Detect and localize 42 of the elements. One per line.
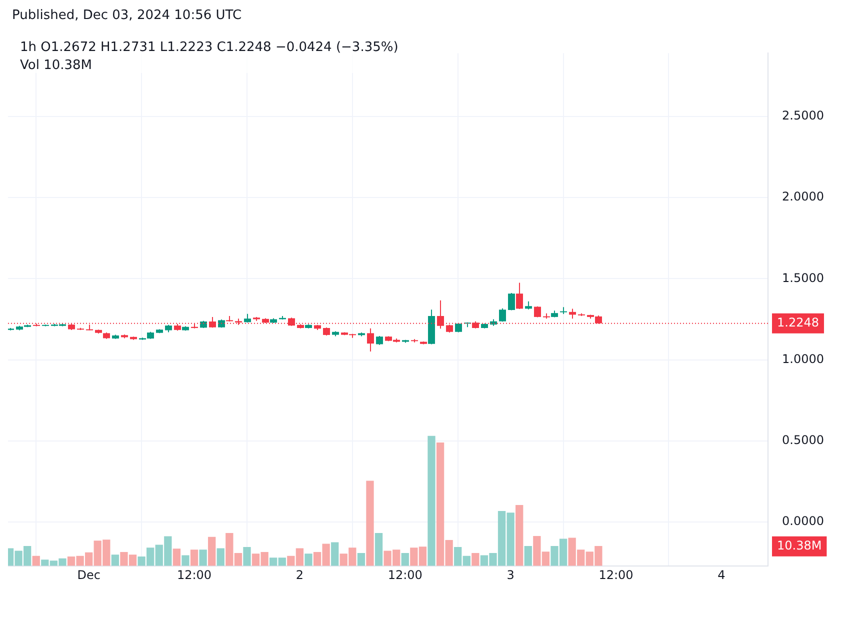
y-tick-label: 1.5000	[782, 270, 824, 285]
bar	[401, 552, 409, 566]
x-tick-label: Dec	[77, 568, 100, 582]
bar	[524, 546, 532, 566]
bar	[208, 536, 216, 566]
x-tick-label: 12:00	[388, 568, 422, 582]
bar	[182, 555, 190, 566]
candlestick	[367, 328, 374, 352]
candlestick	[569, 308, 576, 320]
bar	[216, 548, 224, 566]
bar	[428, 436, 436, 566]
y-tick-label: 1.0000	[782, 352, 824, 366]
x-tick-label: 3	[506, 568, 514, 582]
bar	[374, 533, 383, 566]
chart-subtitle: Vol 10.38M	[20, 58, 94, 73]
y-tick-label: 2.5000	[782, 108, 824, 123]
bar	[111, 554, 120, 566]
x-tick-label: 12:00	[176, 568, 212, 582]
bar	[331, 542, 339, 566]
candlestick	[516, 282, 523, 310]
x-tick-label: 12:00	[598, 568, 634, 582]
bar	[243, 546, 251, 566]
bar	[357, 552, 366, 566]
y-tick-label: 0.5000	[782, 433, 824, 448]
candlestick	[499, 308, 506, 322]
candlestick	[508, 292, 515, 311]
bar	[32, 556, 40, 566]
ref-line-label: 1.2248	[777, 315, 819, 330]
x-tick-label: 2	[296, 568, 304, 582]
chart-title: 1h O1.2672 H1.2731 L1.2223 C1.2248 −0.0424 (−3.35%)	[20, 40, 398, 55]
bar	[190, 550, 198, 566]
x-tick-label: 4	[718, 568, 726, 582]
bar	[366, 480, 374, 566]
bar	[172, 548, 181, 566]
y-tick-label: 0.0000	[782, 514, 824, 528]
bar	[472, 552, 480, 566]
text: 10.38M	[777, 538, 822, 552]
y-tick-label: 2.0000	[782, 190, 824, 204]
bar	[304, 554, 312, 566]
bar	[199, 550, 207, 566]
bar	[516, 504, 524, 566]
text: Published, Dec 03, 2024 10:56 UTC	[12, 8, 242, 23]
